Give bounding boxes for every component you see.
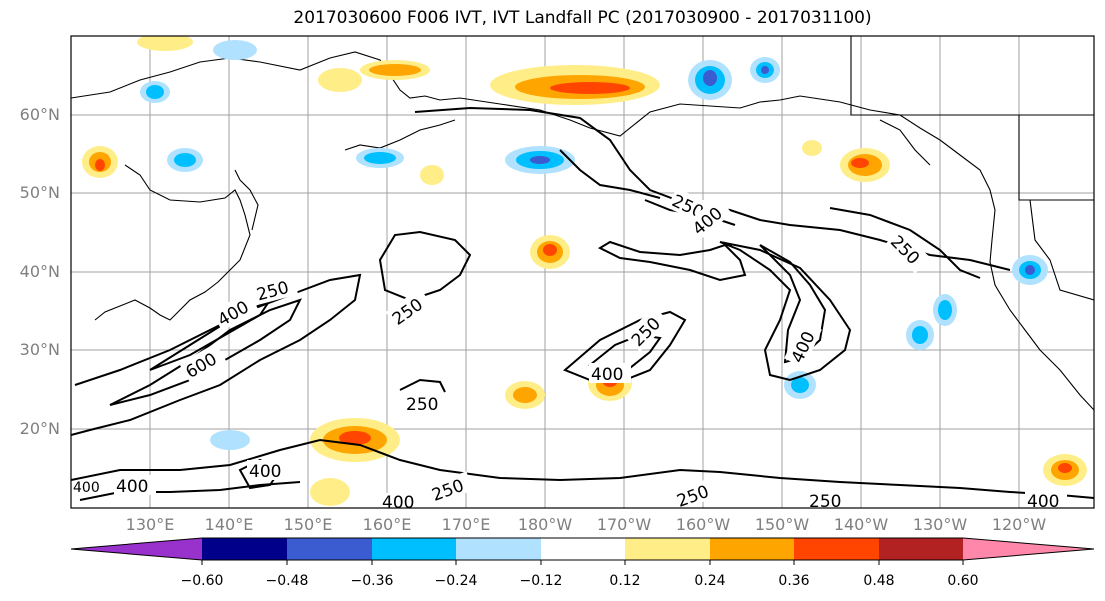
colorbar [70, 537, 1095, 565]
contour-label: 400 [591, 365, 623, 385]
colorbar-tick: −0.12 [519, 573, 563, 589]
lat-label: 60°N [19, 105, 60, 124]
contour-label: 400 [249, 462, 281, 482]
lon-label: 130°E [125, 515, 175, 534]
coastlines [71, 36, 1094, 411]
colorbar-swatch [456, 538, 541, 560]
contour-label: 250 [406, 395, 438, 415]
lon-label: 150°E [283, 515, 333, 534]
colorbar-tick: 0.48 [863, 573, 895, 589]
colorbar-tick: −0.48 [265, 573, 309, 589]
colorbar-swatch [372, 538, 456, 560]
lon-label: 180°W [517, 515, 573, 534]
colorbar-swatch [710, 538, 794, 560]
map-title: 2017030600 F006 IVT, IVT Landfall PC (20… [293, 8, 872, 28]
lon-label: 170°E [441, 515, 491, 534]
lon-label: 140°E [204, 515, 254, 534]
colorbar-swatch [879, 538, 963, 560]
lat-label: 50°N [19, 183, 60, 202]
lat-label: 20°N [19, 419, 60, 438]
lon-label: 150°W [754, 515, 810, 534]
contour-label: 400 [116, 477, 148, 497]
ivt-pc-positive-high [95, 82, 1072, 473]
lon-label: 160°E [362, 515, 412, 534]
map-area [71, 36, 1094, 508]
lat-label: 40°N [19, 262, 60, 281]
colorbar-swatch [287, 538, 372, 560]
colorbar-swatch-over [963, 538, 1094, 560]
colorbar-swatch [625, 538, 710, 560]
colorbar-tick: 0.12 [609, 573, 641, 589]
colorbar-swatch [541, 538, 625, 560]
colorbar-tick: −0.36 [350, 573, 394, 589]
colorbar-tick: −0.60 [180, 573, 224, 589]
lon-label: 140°W [833, 515, 889, 534]
grid-lines [71, 36, 1094, 508]
ivt-pc-negative-high [530, 66, 1035, 275]
colorbar-tick: 0.36 [778, 573, 810, 589]
lon-label: 120°W [991, 515, 1047, 534]
contour-label: 250 [429, 476, 466, 506]
colorbar-swatch [202, 538, 287, 560]
lon-label: 160°W [675, 515, 731, 534]
colorbar-swatch-under [71, 538, 202, 560]
contour-label: 400 [73, 480, 100, 496]
contour-label: 400 [382, 493, 414, 513]
contour-label: 250 [674, 482, 711, 512]
colorbar-tick: −0.24 [434, 573, 478, 589]
ivt-pc-negative-mid [146, 62, 1041, 393]
lat-label: 30°N [19, 340, 60, 359]
contour-label: 250 [809, 492, 841, 512]
colorbar-tick: 0.60 [947, 573, 979, 589]
lon-label: 170°W [596, 515, 652, 534]
contour-labels: 250 400 250 600 400 250 250 250 400 400 … [73, 187, 1067, 513]
lon-label: 130°W [912, 515, 968, 534]
map-frame [70, 35, 1095, 509]
colorbar-swatch [794, 538, 879, 560]
contour-label: 400 [1027, 492, 1059, 512]
colorbar-tick: 0.24 [694, 573, 726, 589]
